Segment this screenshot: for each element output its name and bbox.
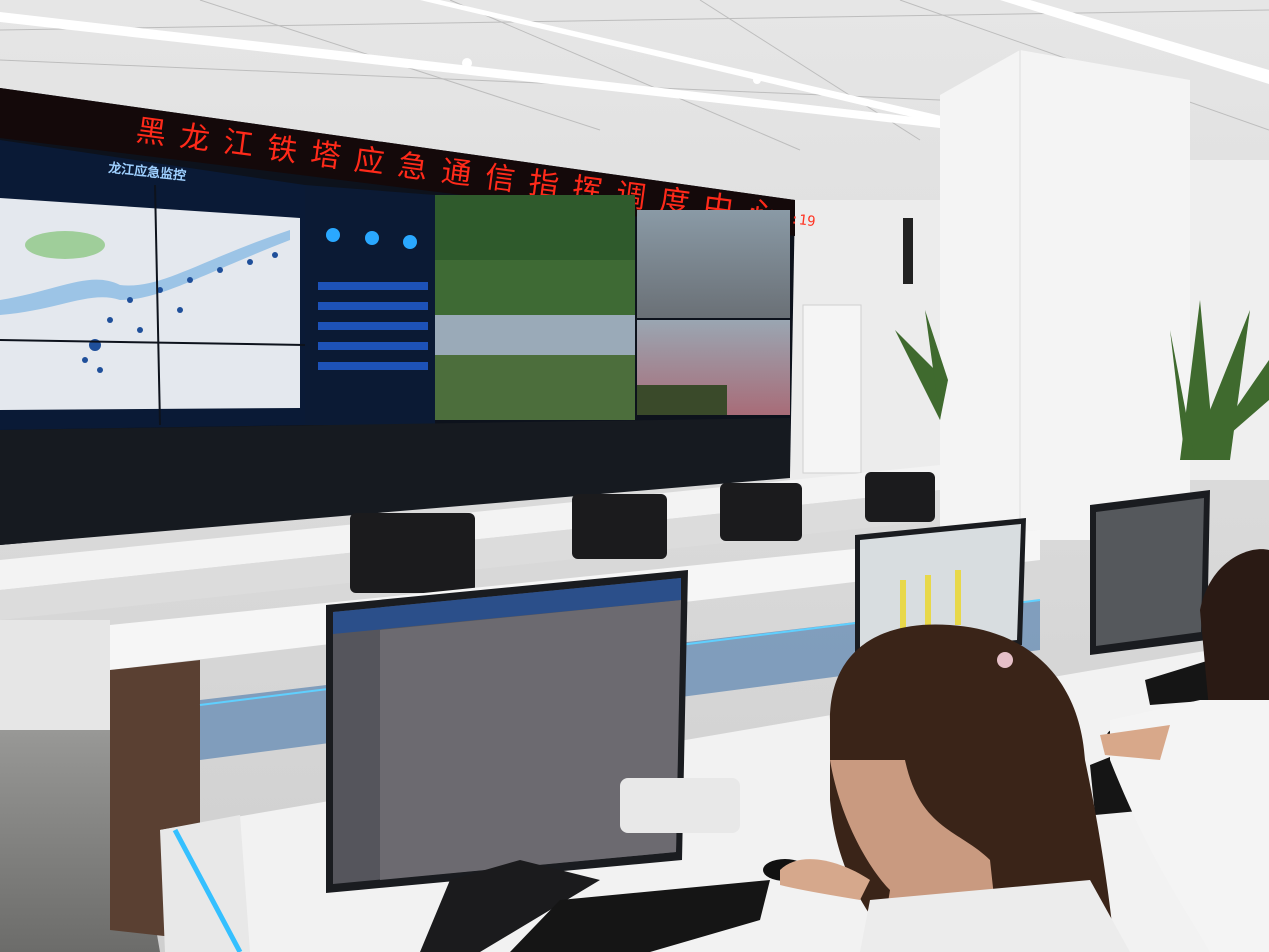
ceiling-light-strip xyxy=(1000,0,1269,84)
spreadsheet-area xyxy=(380,600,681,880)
hair-tie xyxy=(997,652,1013,668)
potted-plant xyxy=(1170,300,1269,460)
ceiling-spotlight xyxy=(462,58,472,68)
second-person-shirt xyxy=(1110,700,1269,952)
second-person-hair xyxy=(1200,549,1269,720)
highlighted-cells xyxy=(900,570,961,630)
map-river xyxy=(0,230,290,315)
office-chair xyxy=(865,472,935,522)
camera-feed-sky xyxy=(435,315,635,355)
potted-plant xyxy=(895,310,948,420)
camera-feed-shore xyxy=(637,385,727,415)
door xyxy=(802,304,862,474)
ceiling-light-strip xyxy=(0,12,940,128)
monitor-stand xyxy=(420,860,600,952)
desk-cabinet xyxy=(0,620,110,730)
blue-led-edge xyxy=(172,828,243,952)
map-screen xyxy=(1096,498,1204,646)
camera-feed-river xyxy=(637,210,790,318)
map-forest xyxy=(25,231,105,259)
office-chair xyxy=(350,513,475,593)
desk-phone xyxy=(620,778,740,833)
person-shirt xyxy=(860,880,1130,952)
stats-table-rows xyxy=(318,282,428,370)
wall-cabinets xyxy=(0,418,790,545)
second-person-hand xyxy=(1100,725,1170,760)
office-chair xyxy=(572,494,667,559)
camera-feed-trees xyxy=(435,195,635,260)
person-hand xyxy=(780,859,870,900)
keyboard xyxy=(510,880,770,952)
screen-bezel xyxy=(0,339,306,346)
stats-icons xyxy=(326,228,417,249)
office-chair xyxy=(720,483,802,541)
wall-speaker xyxy=(903,218,913,284)
app-menu-bar xyxy=(333,578,681,634)
screen-bezel xyxy=(154,184,161,426)
ceiling-light-strip xyxy=(420,0,950,126)
ceiling-spotlight xyxy=(753,76,761,84)
pillar xyxy=(940,50,1190,540)
keyboard-far-right xyxy=(1145,660,1215,705)
